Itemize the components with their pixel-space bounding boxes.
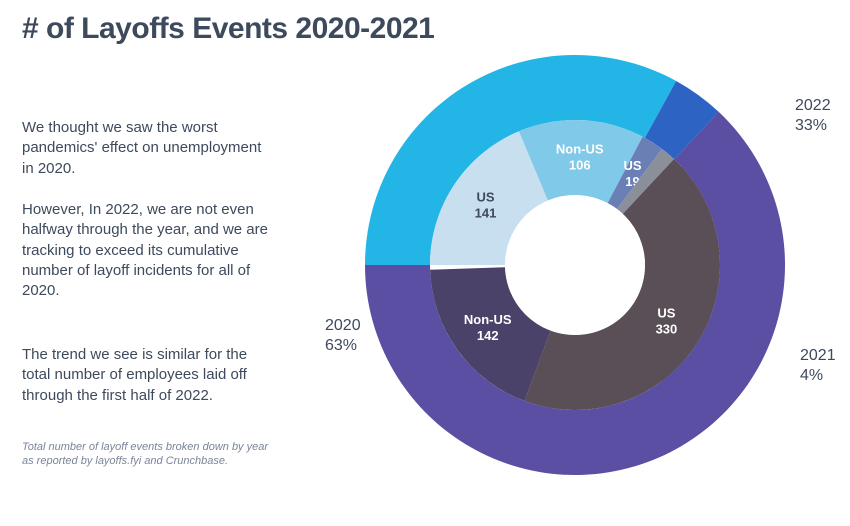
year-pct-2022: 33% <box>795 117 827 134</box>
svg-text:Non-US: Non-US <box>556 142 604 157</box>
svg-text:US: US <box>623 158 641 173</box>
source-caption: Total number of layoff events broken dow… <box>22 440 272 469</box>
svg-text:330: 330 <box>656 322 678 337</box>
svg-text:US: US <box>657 306 675 321</box>
year-pct-2020: 63% <box>325 337 357 354</box>
year-pct-2021: 4% <box>800 367 823 384</box>
inner-slice-label-4: US330 <box>656 306 678 337</box>
page: # of Layoffs Events 2020-2021 We thought… <box>0 0 850 526</box>
svg-text:US: US <box>476 189 494 204</box>
svg-text:141: 141 <box>475 205 497 220</box>
paragraph-3: The trend we see is similar for the tota… <box>22 345 272 406</box>
donut-hole <box>505 195 645 335</box>
svg-text:Non-US: Non-US <box>464 312 512 327</box>
svg-text:106: 106 <box>569 158 591 173</box>
svg-text:142: 142 <box>477 328 499 343</box>
year-label-2021: 2021 <box>800 347 836 364</box>
year-label-2020: 2020 <box>325 317 361 334</box>
year-label-2022: 2022 <box>795 97 831 114</box>
donut-chart: 202233%20214%202063%US141Non-US106US19US… <box>300 10 850 520</box>
paragraph-1: We thought we saw the worst pandemics' e… <box>22 118 272 179</box>
inner-slice-label-0: US141 <box>475 189 497 220</box>
paragraph-2: However, In 2022, we are not even halfwa… <box>22 200 272 301</box>
